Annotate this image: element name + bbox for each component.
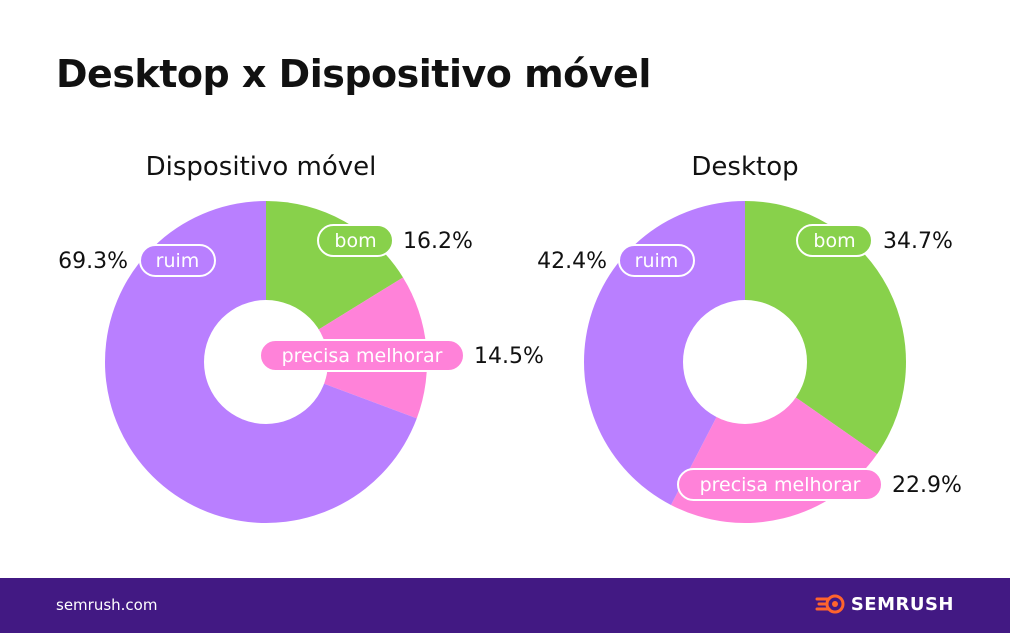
label-group-desktop-bom: bom 34.7% <box>796 224 953 257</box>
brand-name: SEMRUSH <box>850 593 954 615</box>
charts-canvas: Dispositivo móvel bom 16.2% precisa melh… <box>58 152 962 524</box>
pill-desktop-precisa <box>677 468 883 501</box>
pill-mobile-precisa <box>259 339 465 372</box>
pill-label-mobile-bom: bom <box>334 230 376 252</box>
value-label-desktop-bom: 34.7% <box>883 229 953 254</box>
slice-desktop-ruim <box>583 201 745 505</box>
value-label-mobile-ruim: 69.3% <box>58 249 128 274</box>
donut-hole-desktop <box>683 300 807 424</box>
value-label-mobile-precisa: 14.5% <box>474 344 544 369</box>
chart-title-desktop: Desktop <box>691 152 798 182</box>
value-label-desktop-ruim: 42.4% <box>537 249 607 274</box>
label-group-desktop-ruim: ruim 42.4% <box>537 244 695 277</box>
label-group-mobile-bom: bom 16.2% <box>317 224 473 257</box>
pill-desktop-bom <box>796 224 873 257</box>
pill-desktop-ruim <box>618 244 695 277</box>
pill-mobile-bom <box>317 224 394 257</box>
label-group-desktop-precisa: precisa melhorar 22.9% <box>677 468 962 501</box>
value-label-mobile-bom: 16.2% <box>403 229 473 254</box>
footer: semrush.com SEMRUSH <box>0 578 1010 633</box>
pill-label-mobile-precisa: precisa melhorar <box>282 345 443 367</box>
page-title: Desktop x Dispositivo móvel <box>56 52 651 96</box>
label-group-mobile-ruim: ruim 69.3% <box>58 244 216 277</box>
pill-mobile-ruim <box>139 244 216 277</box>
pill-label-desktop-ruim: ruim <box>635 250 679 272</box>
chart-title-mobile: Dispositivo móvel <box>146 152 377 182</box>
label-group-mobile-precisa: precisa melhorar 14.5% <box>259 339 544 372</box>
pill-label-desktop-precisa: precisa melhorar <box>700 474 861 496</box>
pill-label-mobile-ruim: ruim <box>156 250 200 272</box>
value-label-desktop-precisa: 22.9% <box>892 473 962 498</box>
pill-label-desktop-bom: bom <box>813 230 855 252</box>
chart-mobile: Dispositivo móvel bom 16.2% precisa melh… <box>58 152 544 524</box>
footer-url[interactable]: semrush.com <box>56 596 158 614</box>
brand-logo: SEMRUSH <box>815 593 954 615</box>
slice-desktop-bom <box>745 201 906 455</box>
semrush-fire-icon <box>815 594 845 614</box>
chart-desktop: Desktop bom 34.7% precisa melhorar 22.9%… <box>537 152 962 523</box>
